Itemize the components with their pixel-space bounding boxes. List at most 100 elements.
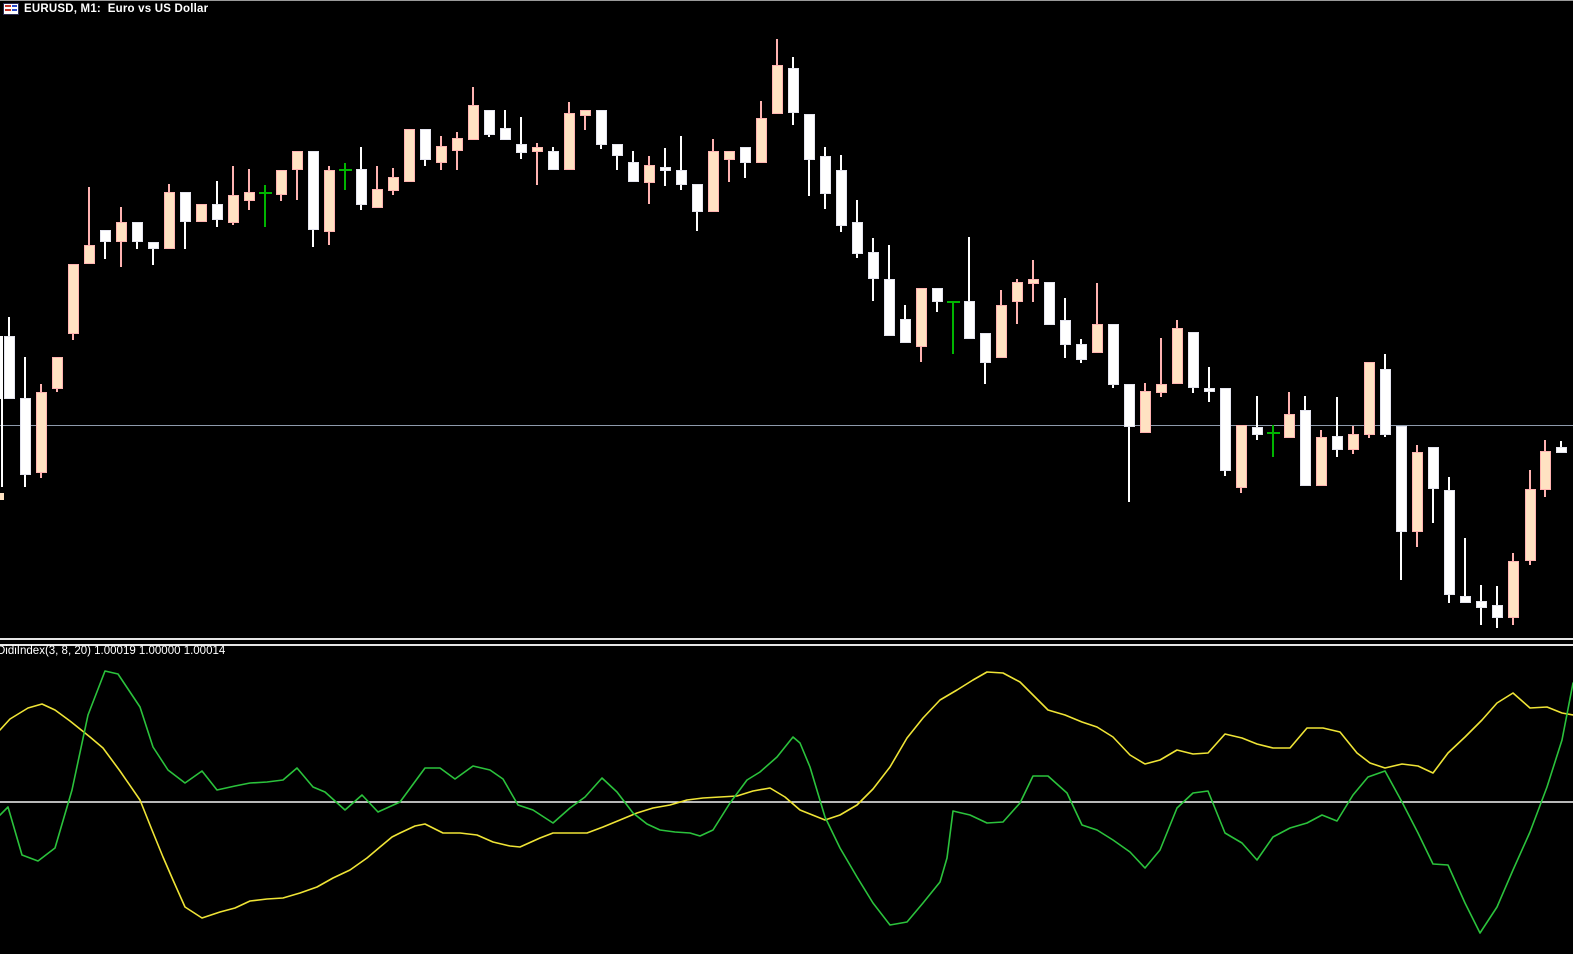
chart-window-icon bbox=[3, 3, 19, 15]
candle-wick bbox=[248, 169, 250, 210]
candle-body bbox=[788, 68, 799, 113]
candle-wick bbox=[504, 110, 506, 140]
candle-body bbox=[20, 398, 31, 475]
candle-body bbox=[404, 129, 415, 182]
candle-body bbox=[276, 170, 287, 195]
candle-body bbox=[756, 118, 767, 163]
candle-body bbox=[436, 146, 447, 163]
candle-wick bbox=[584, 110, 586, 130]
candle-body bbox=[644, 165, 655, 183]
candle-body bbox=[1508, 561, 1519, 618]
candle-body bbox=[1476, 601, 1487, 608]
candle-body bbox=[356, 169, 367, 205]
window-top-border bbox=[0, 0, 1573, 1]
didi-index-panel[interactable]: DidiIndex(3, 8, 20) 1.00019 1.00000 1.00… bbox=[0, 640, 1573, 954]
candle-body bbox=[804, 114, 815, 160]
bid-price-line bbox=[0, 425, 1573, 426]
candle-body bbox=[820, 156, 831, 194]
candle-body bbox=[1140, 391, 1151, 433]
candle-body bbox=[164, 192, 175, 249]
edge-candle-fragment bbox=[0, 336, 3, 399]
candle-body bbox=[516, 144, 527, 153]
candle-body bbox=[724, 151, 735, 160]
candle-body bbox=[1076, 344, 1087, 360]
candle-wick bbox=[456, 132, 458, 170]
candle-body bbox=[1236, 425, 1247, 488]
candle-wick bbox=[88, 187, 90, 264]
candle-body bbox=[420, 129, 431, 160]
candle-body bbox=[212, 204, 223, 220]
candle-wick bbox=[616, 144, 618, 170]
candle-wick bbox=[1256, 396, 1258, 440]
candle-body bbox=[916, 288, 927, 347]
candle-body bbox=[660, 167, 671, 171]
candle-body bbox=[1316, 437, 1327, 486]
candle-body bbox=[1525, 489, 1536, 561]
candle-wick bbox=[1128, 384, 1130, 502]
candle-body bbox=[852, 222, 863, 254]
candle-body bbox=[596, 110, 607, 145]
candle-body bbox=[1444, 490, 1455, 595]
panel-separator-bottom[interactable] bbox=[0, 644, 1573, 646]
candle-body bbox=[1428, 447, 1439, 489]
candle-body bbox=[180, 192, 191, 222]
candle-body bbox=[996, 305, 1007, 358]
didi-short-green-line bbox=[0, 670, 1573, 934]
candle-body bbox=[388, 177, 399, 191]
edge-candle-fragment bbox=[0, 493, 4, 500]
candle-body bbox=[1204, 388, 1215, 392]
candle-body bbox=[36, 392, 47, 473]
candle-body bbox=[1364, 362, 1375, 435]
indicator-label: DidiIndex(3, 8, 20) 1.00019 1.00000 1.00… bbox=[0, 645, 226, 657]
candle-body bbox=[1092, 324, 1103, 353]
candle-body bbox=[740, 147, 751, 163]
candle-wick bbox=[1208, 367, 1210, 402]
candle-body bbox=[1412, 452, 1423, 532]
main-chart-area[interactable] bbox=[0, 0, 1573, 638]
candle-body bbox=[676, 170, 687, 185]
candle-body bbox=[100, 230, 111, 242]
candle-body bbox=[308, 151, 319, 230]
candle-body bbox=[1284, 414, 1295, 438]
didi-index-plot bbox=[0, 670, 1573, 934]
candle-body bbox=[324, 170, 335, 232]
candle-wick bbox=[1464, 538, 1466, 603]
candle-body bbox=[196, 204, 207, 222]
candle-body bbox=[116, 222, 127, 242]
doji-candle-wick bbox=[264, 185, 266, 227]
candle-body bbox=[1156, 384, 1167, 393]
candle-body bbox=[836, 170, 847, 226]
candle-body bbox=[580, 110, 591, 116]
candle-body bbox=[1220, 388, 1231, 471]
candle-wick bbox=[968, 237, 970, 339]
candle-wick bbox=[104, 230, 106, 259]
candle-body bbox=[292, 151, 303, 170]
candle-body bbox=[868, 252, 879, 279]
candle-body bbox=[1300, 410, 1311, 486]
candle-body bbox=[532, 147, 543, 152]
candle-wick bbox=[1160, 338, 1162, 397]
candle-body bbox=[1108, 324, 1119, 385]
candle-wick bbox=[520, 117, 522, 159]
candle-body bbox=[628, 162, 639, 182]
candle-body bbox=[132, 222, 143, 242]
candle-wick bbox=[1096, 283, 1098, 353]
candle-body bbox=[1492, 605, 1503, 618]
candle-body bbox=[772, 65, 783, 114]
candle-wick bbox=[536, 143, 538, 185]
candle-body bbox=[52, 357, 63, 389]
candle-body bbox=[1460, 596, 1471, 603]
candle-wick bbox=[1336, 397, 1338, 457]
panel-separator-top[interactable] bbox=[0, 638, 1573, 640]
candle-body bbox=[1172, 328, 1183, 384]
candle-body bbox=[372, 189, 383, 208]
symbol-title: EURUSD, M1: Euro vs US Dollar bbox=[24, 3, 209, 15]
candle-wick bbox=[680, 136, 682, 190]
candle-body bbox=[980, 333, 991, 363]
candle-body bbox=[1540, 451, 1551, 490]
candle-body bbox=[708, 151, 719, 212]
candle-body bbox=[548, 151, 559, 170]
candle-body bbox=[484, 110, 495, 135]
doji-candle-wick bbox=[1272, 425, 1274, 457]
chart-title-bar: EURUSD, M1: Euro vs US Dollar bbox=[3, 3, 208, 15]
